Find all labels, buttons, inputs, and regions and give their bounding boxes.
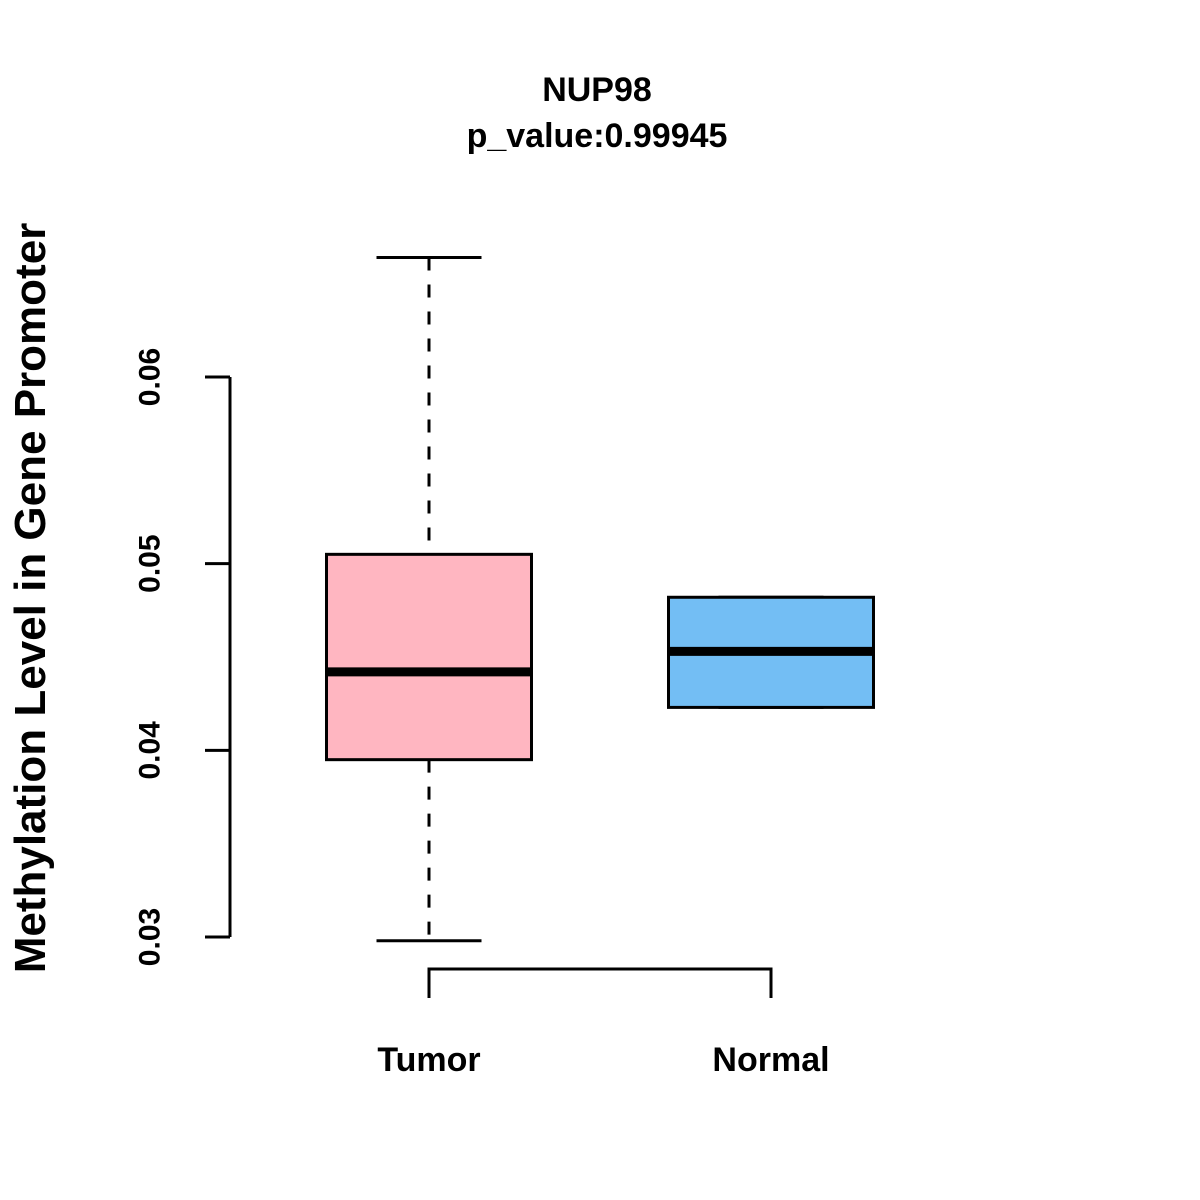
chart-subtitle: p_value:0.99945 [466,117,728,155]
category-label-tumor: Tumor [377,1041,480,1079]
y-tick-label: 0.05 [134,534,167,592]
x-axis-bracket [427,967,773,998]
category-label-normal: Normal [712,1041,829,1079]
box-tumor [325,552,533,762]
chart-title: NUP98 [542,71,652,109]
y-tick-label: 0.04 [134,721,167,780]
y-tick-label: 0.03 [134,908,167,966]
y-tick-label: 0.06 [134,348,167,406]
